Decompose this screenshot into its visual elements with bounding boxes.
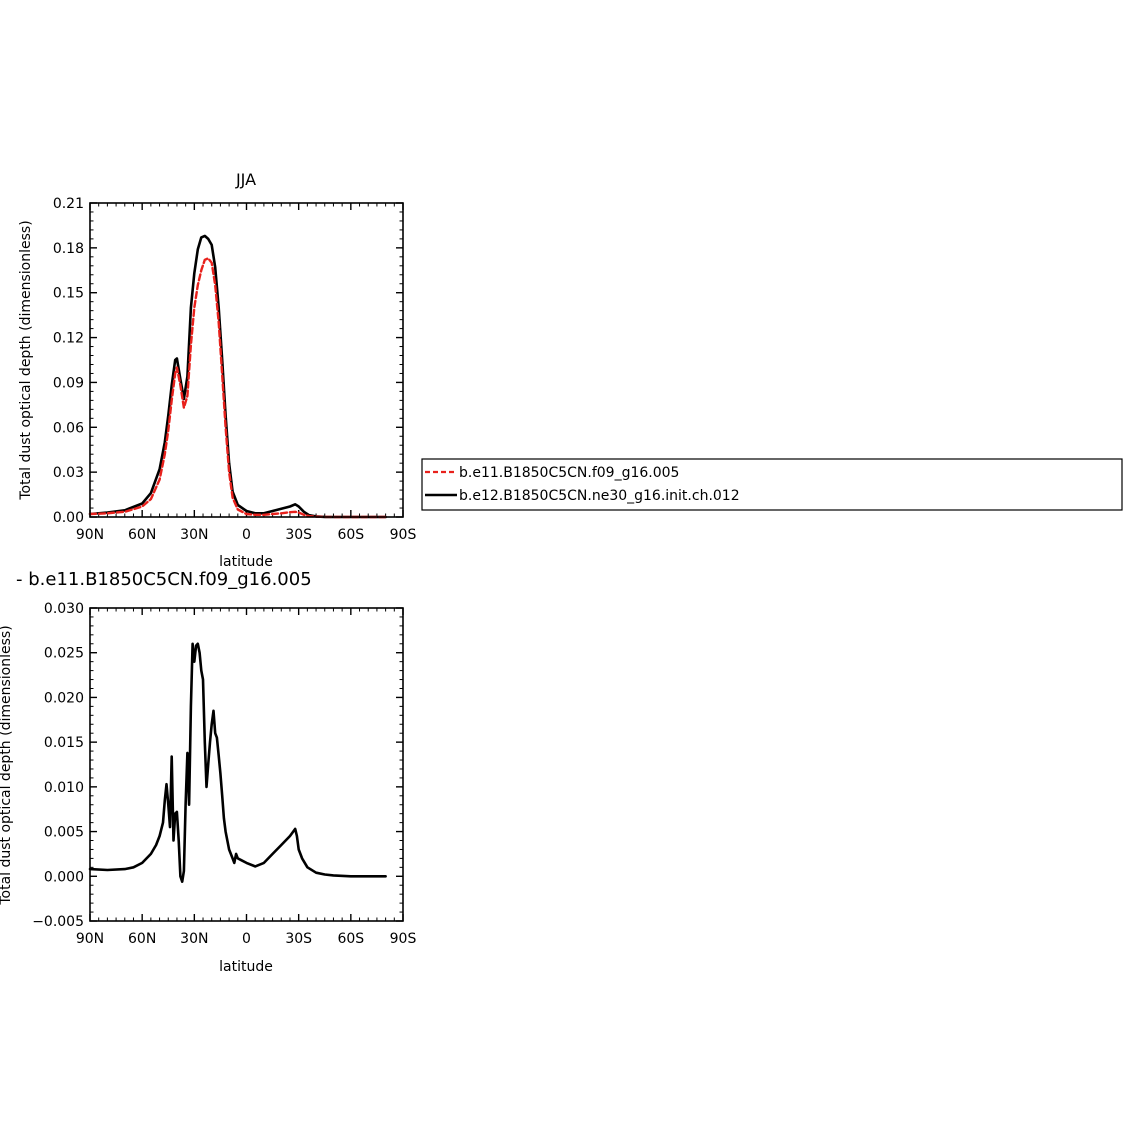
bottom-panel-title: - b.e11.B1850C5CN.f09_g16.005 bbox=[16, 569, 312, 590]
top-panel-ticks bbox=[89, 202, 404, 518]
y-tick-label: 0.025 bbox=[44, 646, 84, 662]
x-tick-label: 90N bbox=[76, 527, 104, 543]
bottom-panel-tick-labels: 90N 60N 30N 0 30S 60S 90S −0.005 0.000 0.005 0.010… bbox=[32, 601, 416, 947]
x-tick-label: 0 bbox=[242, 931, 251, 947]
bottom-y-axis-label: Total dust optical depth (dimensionless) bbox=[0, 625, 14, 905]
top-x-axis-label: latitude bbox=[219, 554, 273, 570]
top-panel: JJA 90N 60N 30N 0 30S 60S 90S 0.00 0.03 0.06 0.09 0… bbox=[18, 170, 416, 570]
y-tick-label: 0.21 bbox=[53, 196, 84, 212]
legend: b.e11.B1850C5CN.f09_g16.005 b.e12.B1850C… bbox=[421, 458, 1123, 511]
series-line-2 bbox=[88, 234, 387, 519]
bottom-x-axis-label: latitude bbox=[219, 959, 273, 975]
bottom-panel: - b.e11.B1850C5CN.f09_g16.005 90N 60N 30N 0… bbox=[0, 569, 416, 975]
legend-label-series-2: b.e12.B1850C5CN.ne30_g16.init.ch.012 bbox=[459, 488, 740, 504]
y-tick-label: 0.015 bbox=[44, 735, 84, 751]
x-tick-label: 30S bbox=[285, 931, 312, 947]
legend-label-series-1: b.e11.B1850C5CN.f09_g16.005 bbox=[459, 465, 679, 481]
series-line-1 bbox=[88, 257, 387, 519]
x-tick-label: 0 bbox=[242, 527, 251, 543]
y-tick-label: 0.00 bbox=[53, 510, 84, 526]
x-tick-label: 30S bbox=[285, 527, 312, 543]
y-tick-label: −0.005 bbox=[32, 914, 84, 930]
bottom-plot-frame bbox=[89, 607, 404, 922]
y-tick-label: 0.03 bbox=[53, 465, 84, 481]
x-tick-label: 30N bbox=[180, 527, 208, 543]
y-tick-label: 0.010 bbox=[44, 780, 84, 796]
series-line-1 bbox=[88, 642, 387, 883]
legend-box bbox=[421, 458, 1123, 511]
x-tick-label: 90S bbox=[390, 931, 417, 947]
x-tick-label: 60S bbox=[337, 527, 364, 543]
bottom-y-axis-label-clip: Total dust optical depth (dimensionless) bbox=[0, 625, 14, 905]
y-tick-label: 0.06 bbox=[53, 420, 84, 436]
x-tick-label: 90S bbox=[390, 527, 417, 543]
bottom-panel-series bbox=[88, 642, 387, 883]
x-tick-label: 90N bbox=[76, 931, 104, 947]
y-tick-label: 0.030 bbox=[44, 601, 84, 617]
y-tick-label: 0.005 bbox=[44, 825, 84, 841]
y-tick-label: 0.09 bbox=[53, 375, 84, 391]
top-panel-tick-labels: 90N 60N 30N 0 30S 60S 90S 0.00 0.03 0.06 0.09 0.12 0… bbox=[53, 196, 417, 543]
top-plot-frame bbox=[89, 202, 404, 518]
x-tick-label: 60N bbox=[128, 931, 156, 947]
top-y-axis-label: Total dust optical depth (dimensionless) bbox=[18, 220, 34, 500]
x-tick-label: 60S bbox=[337, 931, 364, 947]
y-tick-label: 0.000 bbox=[44, 869, 84, 885]
x-tick-label: 30N bbox=[180, 931, 208, 947]
bottom-panel-ticks bbox=[89, 607, 404, 922]
top-panel-series bbox=[88, 234, 387, 519]
y-tick-label: 0.18 bbox=[53, 241, 84, 257]
y-tick-label: 0.020 bbox=[44, 690, 84, 706]
y-tick-label: 0.15 bbox=[53, 286, 84, 302]
top-panel-title: JJA bbox=[235, 170, 256, 189]
y-tick-label: 0.12 bbox=[53, 331, 84, 347]
x-tick-label: 60N bbox=[128, 527, 156, 543]
